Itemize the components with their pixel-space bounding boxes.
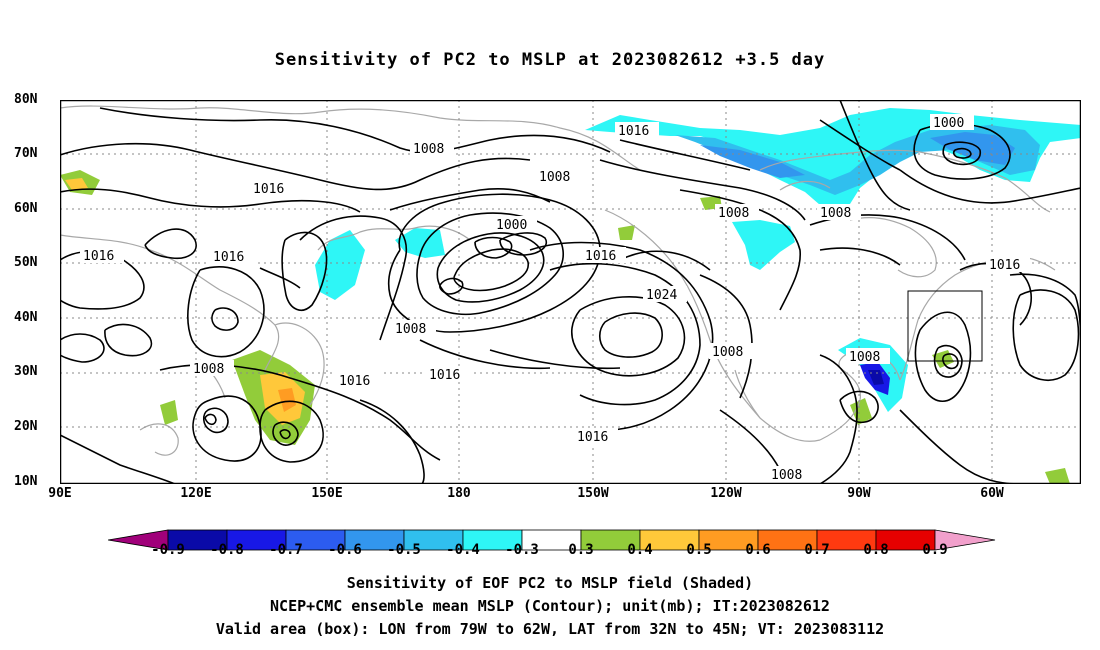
isobar-label: 1016 — [585, 249, 616, 264]
colorbar-label: 0.4 — [627, 542, 653, 558]
isobar-label: 1008 — [712, 345, 743, 360]
isobar-label: 1016 — [618, 124, 649, 139]
isobar-label: 1008 — [771, 468, 802, 483]
colorbar-label: -0.8 — [210, 542, 244, 558]
map-frame — [60, 100, 1081, 484]
caption-contour: NCEP+CMC ensemble mean MSLP (Contour); u… — [270, 597, 830, 615]
isobar-label: 1024 — [646, 288, 677, 303]
lon-label-150w: 150W — [577, 486, 609, 501]
colorbar — [108, 529, 996, 551]
isobar-label: 1008 — [539, 170, 570, 185]
shade-cyan-canada — [732, 220, 795, 270]
isobar-label: 1016 — [253, 182, 284, 197]
lat-label-60n: 60N — [14, 201, 38, 216]
lon-label-150e: 150E — [311, 486, 343, 501]
isobar-label: 1008 — [718, 206, 749, 221]
lon-label-120e: 120E — [180, 486, 212, 501]
isobar-label: 1008 — [193, 362, 224, 377]
lon-label-90e: 90E — [48, 486, 72, 501]
lon-label-120w: 120W — [710, 486, 742, 501]
lon-label-180: 180 — [447, 486, 471, 501]
mslp-map: 1016 1000 1008 1008 1016 1008 1000 1008 … — [60, 100, 1081, 484]
isobar-label: 1016 — [339, 374, 370, 389]
caption-valid-area: Valid area (box): LON from 79W to 62W, L… — [215, 620, 885, 638]
isobar-label: 1008 — [395, 322, 426, 337]
shade-green-misc — [60, 170, 1070, 484]
colorbar-label: 0.6 — [745, 542, 771, 558]
colorbar-arrow-high — [934, 529, 996, 551]
caption-shading: Sensitivity of EOF PC2 to MSLP field (Sh… — [346, 574, 754, 592]
shade-blue-arctic-core — [700, 132, 1015, 178]
colorbar-label: -0.9 — [151, 542, 185, 558]
colorbar-label: 0.5 — [686, 542, 712, 558]
shade-cyan-nwpac — [315, 230, 365, 300]
colorbar-label: -0.7 — [269, 542, 303, 558]
isobar-label: 1008 — [413, 142, 444, 157]
shade-cyan-bering — [395, 228, 445, 258]
lon-label-90w: 90W — [847, 486, 871, 501]
isobar-label: 1000 — [496, 218, 527, 233]
shade-orange-westpac — [278, 388, 296, 412]
lat-label-20n: 20N — [14, 419, 38, 434]
shade-navy-gulf — [868, 370, 884, 385]
isobar-label: 1008 — [820, 206, 851, 221]
isobar-label: 1016 — [429, 368, 460, 383]
isobar-label: 1016 — [577, 430, 608, 445]
colorbar-label: 0.7 — [804, 542, 830, 558]
isobar-label: 1008 — [849, 350, 880, 365]
colorbar-label: 0.8 — [863, 542, 889, 558]
colorbar-label: -0.5 — [387, 542, 421, 558]
sensitivity-shading — [60, 108, 1081, 484]
lon-label-60w: 60W — [980, 486, 1004, 501]
lat-label-30n: 30N — [14, 364, 38, 379]
contour-labels: 1016 1000 1008 1008 1016 1008 1000 1008 … — [80, 114, 1030, 483]
mslp-contours — [60, 100, 1081, 484]
colorbar-label: -0.6 — [328, 542, 362, 558]
shade-yellow-misc — [65, 178, 88, 190]
isobar-label: 1016 — [83, 249, 114, 264]
lat-label-40n: 40N — [14, 310, 38, 325]
lat-label-70n: 70N — [14, 146, 38, 161]
colorbar-label: 0.3 — [568, 542, 594, 558]
isobar-label: 1016 — [213, 250, 244, 265]
colorbar-label: -0.4 — [446, 542, 480, 558]
chart-title: Sensitivity of PC2 to MSLP at 2023082612… — [274, 50, 826, 70]
valid-area-box — [907, 290, 983, 362]
colorbar-label: 0.9 — [922, 542, 948, 558]
graticule — [60, 100, 1081, 484]
isobar-label: 1016 — [989, 258, 1020, 273]
isobar-label: 1000 — [933, 116, 964, 131]
lat-label-80n: 80N — [14, 92, 38, 107]
lat-label-50n: 50N — [14, 255, 38, 270]
colorbar-label: -0.3 — [505, 542, 539, 558]
lat-label-10n: 10N — [14, 474, 38, 489]
